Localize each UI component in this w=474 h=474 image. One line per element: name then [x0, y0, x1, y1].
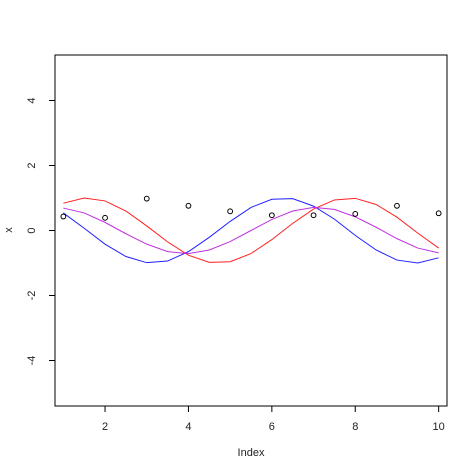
- data-point: [60, 213, 67, 220]
- series-layer: [63, 197, 439, 264]
- series-line-2: [63, 198, 439, 264]
- y-axis-label: x: [3, 227, 15, 233]
- data-point: [310, 212, 317, 219]
- x-axis: 2 4 6 8 10: [102, 405, 445, 433]
- data-point: [185, 202, 192, 209]
- series-line-3: [63, 206, 439, 255]
- x-axis-label: Index: [238, 447, 265, 459]
- y-tick-label: -2: [26, 291, 38, 301]
- data-point: [227, 208, 234, 215]
- x-tick-label: 10: [433, 421, 445, 433]
- series-line-1: [63, 197, 439, 263]
- y-tick-label: 0: [26, 227, 38, 233]
- data-point: [268, 212, 275, 219]
- y-tick-label: -4: [26, 356, 38, 366]
- x-tick-label: 6: [269, 421, 275, 433]
- x-tick-label: 2: [102, 421, 108, 433]
- x-tick-label: 4: [185, 421, 191, 433]
- x-tick-label: 8: [352, 421, 358, 433]
- data-point: [435, 210, 442, 217]
- y-tick-label: 2: [26, 162, 38, 168]
- data-point: [352, 211, 359, 217]
- points-layer: [60, 195, 442, 221]
- data-point: [143, 195, 150, 202]
- y-axis: -4 -2 0 2 4: [26, 97, 56, 366]
- data-point: [394, 202, 400, 209]
- data-point: [102, 214, 108, 221]
- y-tick-label: 4: [26, 97, 38, 103]
